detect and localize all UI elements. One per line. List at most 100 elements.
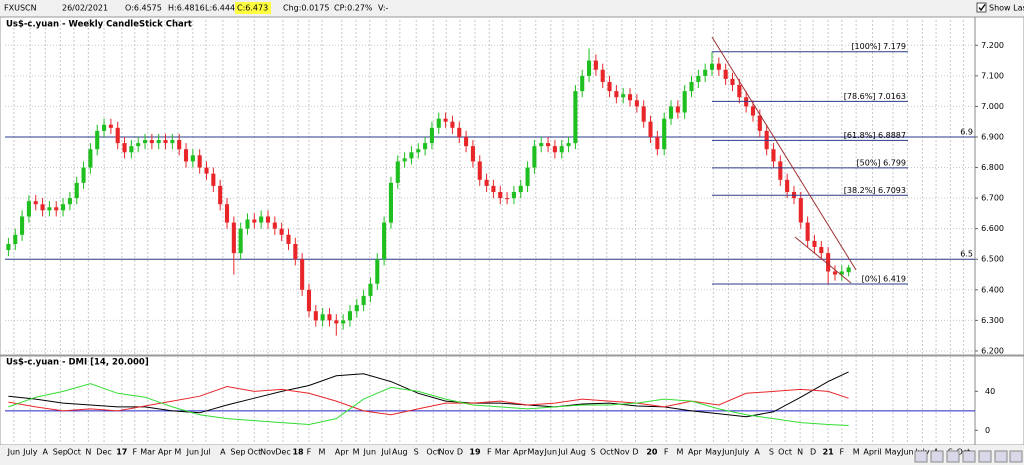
symbol: FXUSCN [4,4,37,13]
change: Chg:0.0175 [283,4,329,13]
candle-body [621,94,626,98]
candle-body [566,143,571,147]
candle-body [190,155,195,162]
y-tick-label: 6.800 [981,163,1004,172]
x-tick-label: Mar [140,448,156,457]
candle-body [587,60,592,76]
candle-body [136,143,141,147]
candle-body [320,314,325,321]
show-last-label[interactable]: Show Last [989,4,1024,13]
candle-body [805,222,810,241]
x-tick-label: Nov [438,448,454,457]
candle-body [368,283,373,296]
candle-body [341,320,346,324]
x-tick-label: Apr [335,448,350,457]
x-tick-label: Jun [900,448,914,457]
candle-body [231,222,236,254]
candle-body [750,106,756,116]
candle-body [361,295,366,306]
y-tick-label: 40 [985,387,995,396]
candle-body [675,106,680,113]
horizontal-line-label: 6.9 [960,127,973,136]
candle-body [498,192,503,199]
candle-body [723,69,728,79]
plot-layer: Jun July A Sep Oct N Dec 17 F Mar Apr M Jun Jul A Sep Oc… [5,20,1004,457]
x-tick-label: Oct [600,448,614,457]
x-tick-label: F [307,448,312,457]
x-tick-label: May [527,448,544,457]
candle-body [382,222,387,260]
candle-body [354,305,359,312]
candle-body [662,118,667,150]
dmi-title: Us$-c.yuan - DMI [14, 20.000] [6,358,149,368]
dmi-line [8,383,849,426]
candle-body [252,219,257,223]
x-tick-label: Apr [513,448,528,457]
candle-body [716,63,721,70]
horizontal-line-label: 6.5 [960,250,973,259]
candle-body [197,155,202,168]
dmi-line [8,385,849,416]
date: 26/02/2021 [62,4,108,13]
high: H:6.4816 [168,4,205,13]
x-tick-label: April [863,448,881,457]
candle-body [183,149,189,162]
candle-body [812,240,817,248]
scroll-button[interactable] [994,450,1008,463]
candle-body [204,167,209,174]
y-tick-label: 6.700 [981,194,1004,203]
x-tick-label: Nov [260,448,276,457]
x-tick-label: Dec [275,448,290,457]
x-tick-label: M [319,448,326,457]
candle-body [484,179,489,186]
candle-body [313,311,318,321]
candle-body [334,320,339,324]
candle-body [464,136,469,147]
candle-body [798,198,803,223]
channel-upper [711,36,857,271]
candle-body [74,182,79,199]
scroll-button[interactable] [962,450,976,463]
scroll-button[interactable] [1009,450,1023,463]
x-tick-label: N [85,448,91,457]
x-tick-label: May [885,448,902,457]
close: C:6.473 [237,4,268,13]
candle-body [409,152,414,159]
x-tick-label: Aug [570,448,586,457]
x-axis-band [0,445,1024,465]
open: O:6.4575 [125,4,162,13]
scroll-button[interactable] [978,450,992,463]
candle-body [525,167,530,186]
x-tick-label: Apr [158,448,173,457]
y-tick-label: 7.000 [981,102,1004,111]
x-tick-label: Dec [96,448,111,457]
x-tick-label: S [769,448,774,457]
candle-body [149,140,154,144]
fib-label: [38.2%] 6.7093 [844,186,906,195]
candle-body [26,201,31,217]
scroll-button[interactable] [914,450,928,463]
candle-body [6,243,11,251]
x-tick-label: May [705,448,722,457]
candle-body [20,216,25,235]
candle-body [156,140,161,144]
candle-body [402,158,407,162]
candle-body [300,259,305,290]
candle-body [293,243,298,260]
candle-body [450,121,455,128]
scroll-button[interactable] [946,450,960,463]
candle-body [218,185,223,205]
change-pct: CP:0.27% [334,4,373,13]
scroll-button[interactable] [930,450,944,463]
candle-body [88,149,93,168]
show-last-checkbox[interactable] [976,2,987,13]
x-tick-label: D [457,448,463,457]
candle-body [580,75,585,92]
candle-body [634,100,639,107]
candle-body [443,118,448,122]
x-tick-label: Jul [557,448,568,457]
y-tick-label: 6.500 [981,255,1004,264]
candle-body [416,149,421,153]
candle-body [532,146,537,168]
x-tick-label: Sep [230,448,245,457]
